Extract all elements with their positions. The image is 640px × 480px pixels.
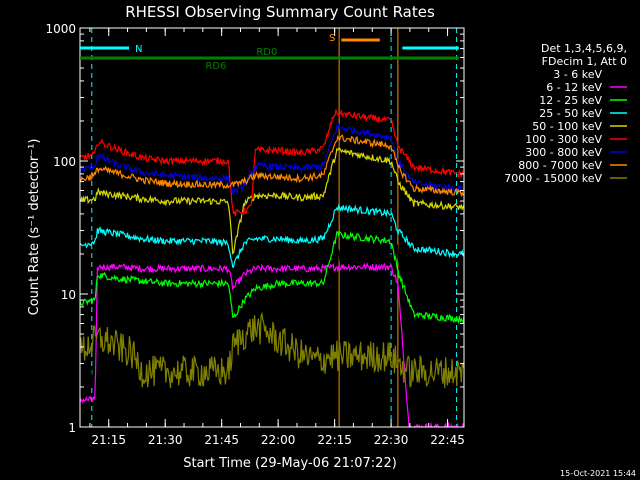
- series-line: [80, 230, 464, 325]
- x-tick-label: 22:45: [430, 433, 465, 447]
- legend-label: 300 - 800 keV: [525, 146, 602, 159]
- legend-label: 800 - 7000 keV: [518, 159, 602, 172]
- legend-label: 6 - 12 keV: [546, 81, 602, 94]
- x-tick-label: 22:00: [261, 433, 296, 447]
- legend-label: 7000 - 15000 keV: [504, 172, 602, 185]
- series-line: [80, 147, 464, 255]
- series-line: [80, 122, 464, 197]
- legend-header: Det 1,3,4,5,6,9,: [541, 42, 627, 55]
- series-line: [80, 311, 464, 388]
- y-tick-label: 1000: [45, 22, 76, 36]
- legend-label: 3 - 6 keV: [553, 68, 602, 81]
- x-tick-label: 21:45: [204, 433, 239, 447]
- plot-area: [80, 28, 464, 427]
- series-line: [80, 261, 464, 427]
- legend-label: 50 - 100 keV: [532, 120, 602, 133]
- series-line: [80, 109, 464, 217]
- series-line: [80, 204, 464, 268]
- state-bar-label: S: [329, 33, 335, 44]
- x-tick-label: 21:30: [148, 433, 183, 447]
- chart-title: RHESSI Observing Summary Count Rates: [125, 3, 435, 21]
- legend: Det 1,3,4,5,6,9,FDecim 1, Att 03 - 6 keV…: [504, 42, 627, 185]
- legend-header: FDecim 1, Att 0: [542, 55, 627, 68]
- legend-label: 100 - 300 keV: [525, 133, 602, 146]
- state-bar-label: N: [135, 44, 142, 55]
- y-tick-label: 1: [68, 421, 76, 435]
- state-bar-label: RD0: [256, 47, 277, 58]
- y-tick-label: 10: [61, 288, 76, 302]
- x-axis-label: Start Time (29-May-06 21:07:22): [183, 456, 397, 471]
- series-line: [80, 134, 464, 198]
- state-bar-label: RD6: [205, 61, 226, 72]
- footer-date: 15-Oct-2021 15:44: [560, 469, 636, 478]
- plot-frame: [79, 27, 465, 428]
- x-tick-label: 22:15: [317, 433, 352, 447]
- x-tick-label: 22:30: [374, 433, 409, 447]
- series-line: [80, 237, 464, 395]
- x-tick-label: 21:15: [91, 433, 126, 447]
- y-axis-label: Count Rate (s⁻¹ detector⁻¹): [27, 139, 42, 316]
- y-tick-label: 100: [53, 155, 76, 169]
- legend-label: 25 - 50 keV: [539, 107, 602, 120]
- legend-label: 12 - 25 keV: [539, 94, 602, 107]
- y-axis: 1 10 100 1000: [45, 22, 464, 435]
- x-axis: 21:15 21:30 21:45 22:00 22:15 22:30 22:45: [89, 28, 465, 447]
